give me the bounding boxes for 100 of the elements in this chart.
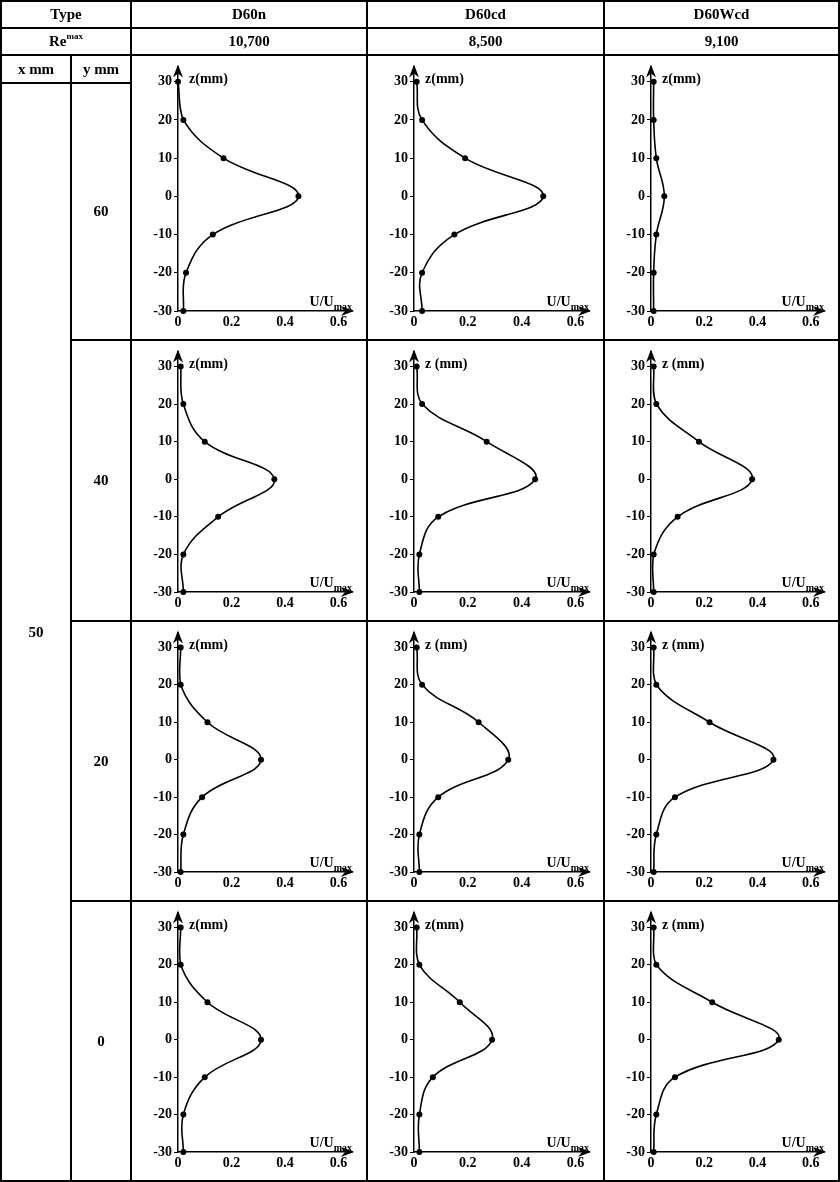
x-tick-label: 0.6 (566, 314, 585, 330)
text: y mm (82, 60, 120, 78)
point (271, 476, 278, 483)
y-tick-label: -20 (153, 264, 172, 280)
x-tick-label: 0.6 (801, 1155, 820, 1171)
y-tick-label: 0 (401, 470, 408, 486)
point (204, 719, 211, 726)
point (749, 476, 756, 483)
y-tick-label: 30 (631, 73, 645, 89)
text: Type (50, 6, 82, 23)
y-axis-title: z (mm) (425, 356, 468, 373)
y-tick-label: 10 (631, 433, 645, 449)
y-tick-label: -20 (389, 826, 408, 842)
y-tick-label: 10 (158, 713, 172, 729)
point (220, 155, 227, 162)
y-tick-label: -20 (626, 826, 645, 842)
point (462, 155, 469, 162)
y-tick-label: -10 (389, 226, 408, 242)
x-tick-label: 0.2 (222, 875, 241, 891)
point (416, 1111, 423, 1118)
point (201, 438, 208, 445)
point (709, 999, 716, 1006)
y-tick-label: 20 (631, 956, 645, 972)
y-axis-title: z(mm) (662, 71, 702, 88)
point (650, 363, 657, 370)
point (653, 831, 660, 838)
y-tick-label: 20 (631, 395, 645, 411)
x-tick-label: 0.6 (801, 595, 820, 611)
point (416, 869, 423, 875)
x-tick-label: 0.2 (695, 314, 713, 330)
point (653, 1111, 660, 1118)
y-tick-label: -30 (626, 1143, 645, 1159)
x-tick-label: 0.4 (748, 875, 767, 891)
y-tick-label: 0 (165, 751, 172, 767)
y-tick-label: -30 (389, 1143, 408, 1159)
x-tick-label: 0.6 (329, 875, 348, 891)
point (204, 999, 211, 1006)
y-axis-title: z(mm) (189, 71, 229, 88)
y-tick-label: -20 (153, 546, 172, 562)
point (413, 924, 420, 931)
x-tick-label: 0.6 (566, 595, 585, 611)
point (650, 116, 657, 123)
point (653, 231, 660, 238)
y-tick-label: 20 (158, 676, 172, 692)
x-tick-label: 0.6 (566, 1155, 585, 1171)
x-tick-label: 0.4 (276, 595, 294, 611)
y-axis-title: z (mm) (425, 637, 468, 654)
point (177, 869, 184, 875)
x-tick-label: 0.4 (276, 1155, 294, 1171)
text: D60cd (465, 6, 506, 23)
y-tick-label: -20 (153, 826, 172, 842)
y-tick-label: 30 (158, 638, 172, 654)
y-tick-label: -10 (626, 226, 645, 242)
point (661, 193, 668, 200)
y-tick-label: -20 (389, 546, 408, 562)
y-tick-label: -10 (153, 1068, 172, 1084)
y-tick-label: -30 (626, 863, 645, 879)
y-tick-label: -30 (153, 1143, 172, 1159)
y-tick-label: 10 (158, 149, 172, 165)
y-tick-label: 10 (394, 149, 408, 165)
y-tick-label: 30 (158, 918, 172, 934)
y-tick-label: 0 (165, 187, 172, 203)
y-tick-label: 10 (158, 993, 172, 1009)
y-tick-label: 20 (158, 956, 172, 972)
y-tick-label: 30 (631, 918, 645, 934)
y-axis-title: z (mm) (662, 917, 705, 934)
x-tick-label: 0.4 (512, 595, 531, 611)
y-tick-label: -10 (626, 1068, 645, 1084)
x-tick-label: 0.4 (512, 1155, 531, 1171)
y-tick-label: -20 (626, 546, 645, 562)
point (177, 961, 184, 968)
point (451, 231, 458, 238)
y-tick-label: 10 (394, 993, 408, 1009)
y-tick-label: 20 (394, 111, 408, 127)
y-tick-label: -30 (389, 302, 408, 318)
y-tick-label: 10 (394, 713, 408, 729)
text: 9,100 (704, 33, 739, 50)
point (180, 401, 187, 408)
point (177, 363, 184, 370)
point (532, 476, 539, 483)
point (435, 794, 442, 801)
point (650, 589, 657, 595)
point (416, 961, 423, 968)
y-tick-label: -10 (153, 508, 172, 524)
point (180, 116, 187, 123)
y-tick-label: 0 (401, 187, 408, 203)
point (180, 551, 187, 558)
point (674, 513, 681, 520)
point (706, 719, 713, 726)
point (650, 924, 657, 931)
y-axis-title: z(mm) (189, 917, 229, 934)
y-tick-label: 0 (638, 470, 645, 486)
y-tick-label: 10 (631, 993, 645, 1009)
x-tick-label: 0.2 (459, 875, 477, 891)
x-tick-label: 0.2 (222, 314, 241, 330)
point (180, 1149, 187, 1155)
x-tick-label: 0.4 (512, 875, 531, 891)
point (215, 513, 222, 520)
y-tick-label: 0 (401, 751, 408, 767)
point (416, 1149, 423, 1155)
